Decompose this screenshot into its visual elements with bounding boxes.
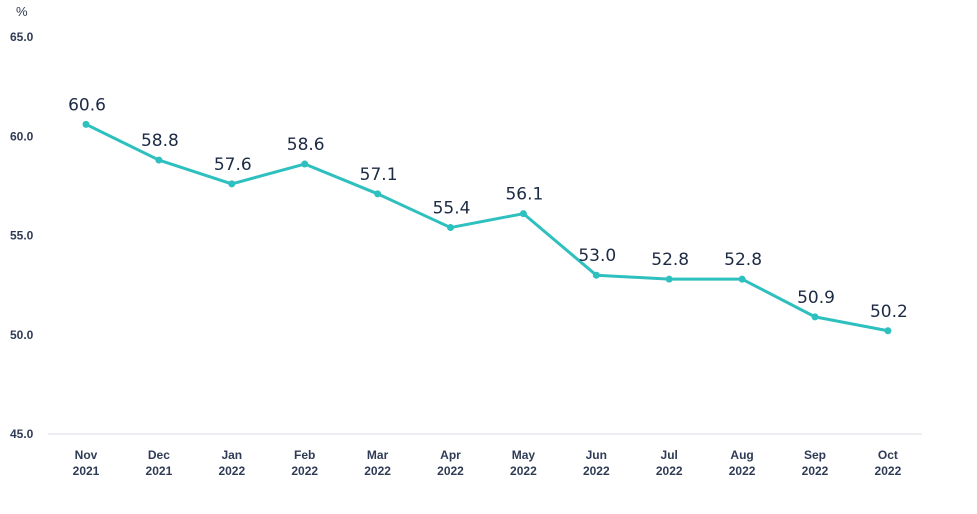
data-label: 53.0 (578, 246, 616, 266)
x-tick-label-month: Mar (367, 448, 389, 462)
x-tick-label-year: 2021 (146, 464, 173, 478)
data-label: 52.8 (724, 250, 762, 270)
data-point (519, 210, 527, 218)
x-tick-label-year: 2022 (583, 464, 610, 478)
x-tick-label-month: Dec (148, 448, 170, 462)
data-point (592, 271, 600, 279)
y-unit-label: % (16, 4, 28, 19)
data-label: 57.6 (214, 155, 252, 175)
x-tick-label-year: 2022 (875, 464, 902, 478)
data-label: 58.6 (287, 135, 325, 155)
data-label: 57.1 (360, 165, 398, 185)
x-tick-label-month: May (512, 448, 536, 462)
data-label: 52.8 (651, 250, 689, 270)
x-tick-label-year: 2022 (656, 464, 683, 478)
data-point (738, 275, 746, 283)
data-label: 50.2 (870, 302, 908, 322)
x-tick-label-month: Feb (294, 448, 315, 462)
x-tick-label-year: 2022 (437, 464, 464, 478)
x-tick-label-month: Sep (804, 448, 826, 462)
x-tick-label-year: 2022 (364, 464, 391, 478)
data-point (811, 313, 819, 321)
x-tick-label-month: Jul (661, 448, 678, 462)
data-label: 60.6 (68, 95, 106, 115)
data-label: 58.8 (141, 131, 179, 151)
x-tick-label-month: Jun (586, 448, 607, 462)
x-tick-label-year: 2021 (73, 464, 100, 478)
data-point (374, 190, 382, 198)
x-tick-label-year: 2022 (291, 464, 318, 478)
x-tick-label-month: Apr (440, 448, 461, 462)
data-label: 55.4 (433, 199, 471, 219)
x-tick-label-year: 2022 (218, 464, 245, 478)
y-tick-label: 65.0 (10, 30, 34, 44)
data-point (665, 275, 673, 283)
x-tick-label-month: Oct (878, 448, 898, 462)
x-tick-label-month: Aug (730, 448, 753, 462)
x-tick-label-year: 2022 (802, 464, 829, 478)
data-point (301, 160, 309, 168)
data-point (155, 156, 163, 164)
x-tick-label-month: Nov (75, 448, 98, 462)
y-tick-label: 50.0 (10, 328, 34, 342)
data-point (228, 180, 236, 188)
x-tick-label-month: Jan (221, 448, 242, 462)
data-label: 50.9 (797, 288, 835, 308)
data-point (447, 224, 454, 232)
y-tick-label: 55.0 (10, 229, 34, 243)
data-label: 56.1 (505, 185, 543, 205)
y-tick-label: 60.0 (10, 129, 34, 143)
data-point (82, 120, 90, 128)
data-point (884, 327, 892, 335)
x-tick-label-year: 2022 (729, 464, 756, 478)
series-line (84, 122, 890, 333)
x-tick-label-year: 2022 (510, 464, 537, 478)
y-tick-label: 45.0 (10, 427, 34, 441)
